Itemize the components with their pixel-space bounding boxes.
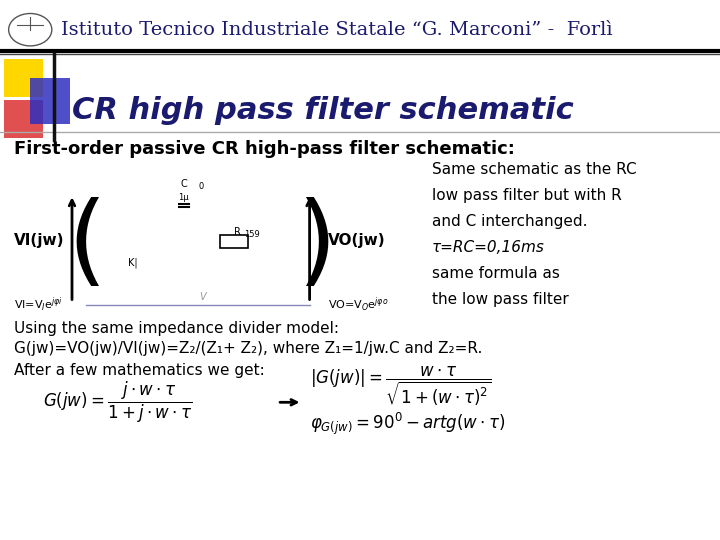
- Bar: [220, 235, 248, 248]
- Text: Same schematic as the RC: Same schematic as the RC: [432, 162, 636, 177]
- Text: τ=RC=0,16ms: τ=RC=0,16ms: [432, 240, 545, 255]
- Text: K|: K|: [128, 258, 138, 268]
- Text: VO=V$_O$e$^{j\varphi o}$: VO=V$_O$e$^{j\varphi o}$: [328, 296, 388, 314]
- Text: Istituto Tecnico Industriale Statale “G. Marconi” -  Forlì: Istituto Tecnico Industriale Statale “G.…: [61, 21, 613, 39]
- Text: low pass filter but with R: low pass filter but with R: [432, 188, 622, 203]
- Text: $|G(jw)| = \dfrac{w \cdot \tau}{\sqrt{1+(w \cdot \tau)^2}}$: $|G(jw)| = \dfrac{w \cdot \tau}{\sqrt{1+…: [310, 364, 491, 408]
- Text: ): ): [297, 197, 336, 294]
- Text: CR high pass filter schematic: CR high pass filter schematic: [72, 96, 574, 125]
- Text: VI=V$_I$e$^{j\varphi i}$: VI=V$_I$e$^{j\varphi i}$: [14, 296, 63, 314]
- Text: 1μ: 1μ: [179, 193, 189, 201]
- Bar: [4, 100, 43, 138]
- Text: G(jw)=VO(jw)/VI(jw)=Z₂/(Z₁+ Z₂), where Z₁=1/jw.C and Z₂=R.: G(jw)=VO(jw)/VI(jw)=Z₂/(Z₁+ Z₂), where Z…: [14, 341, 483, 356]
- Text: 159: 159: [244, 231, 260, 239]
- Text: R: R: [234, 227, 241, 237]
- Text: Using the same impedance divider model:: Using the same impedance divider model:: [14, 321, 339, 336]
- Text: VO(jw): VO(jw): [328, 233, 385, 248]
- Text: the low pass filter: the low pass filter: [432, 292, 569, 307]
- Text: First-order passive CR high-pass filter schematic:: First-order passive CR high-pass filter …: [14, 139, 516, 158]
- Text: After a few mathematics we get:: After a few mathematics we get:: [14, 363, 265, 378]
- Text: (: (: [67, 197, 106, 294]
- Text: V: V: [199, 292, 207, 302]
- Text: $\varphi_{G(jw)} = 90^0 - artg(w \cdot \tau)$: $\varphi_{G(jw)} = 90^0 - artg(w \cdot \…: [310, 411, 505, 437]
- Text: C: C: [180, 179, 187, 188]
- Text: VI(jw): VI(jw): [14, 233, 65, 248]
- Text: 0: 0: [199, 182, 204, 191]
- Bar: [4, 59, 43, 97]
- Text: same formula as: same formula as: [432, 266, 560, 281]
- Bar: [30, 78, 70, 124]
- Text: and C interchanged.: and C interchanged.: [432, 214, 588, 229]
- Text: $G(jw) = \dfrac{j \cdot w \cdot \tau}{1 + j \cdot w \cdot \tau}$: $G(jw) = \dfrac{j \cdot w \cdot \tau}{1 …: [43, 380, 192, 425]
